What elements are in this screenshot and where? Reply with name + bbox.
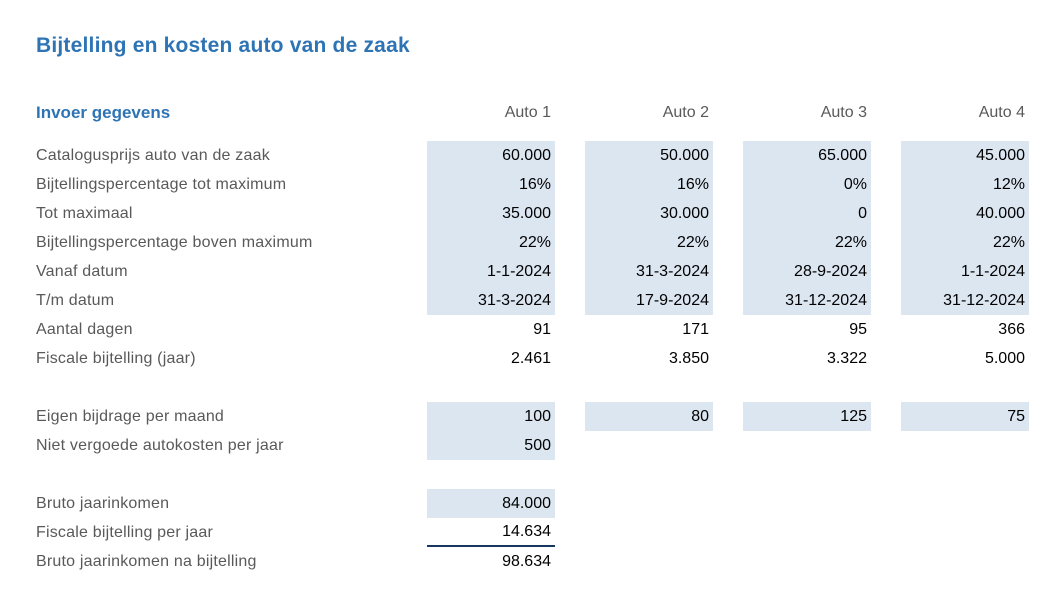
input-value-cell[interactable]: 22% xyxy=(901,228,1029,257)
computed-value-cell: 2.461 xyxy=(510,349,551,367)
input-value-cell[interactable]: 17-9-2024 xyxy=(585,286,713,315)
input-value-cell[interactable]: 125 xyxy=(743,402,871,431)
input-value-cell[interactable]: 30.000 xyxy=(585,199,713,228)
input-value-cell[interactable]: 0% xyxy=(743,170,871,199)
table-body: Catalogusprijs auto van de zaak 60.000 50.… xyxy=(36,141,1056,576)
input-value-cell[interactable]: 60.000 xyxy=(427,141,555,170)
page-title: Bijtelling en kosten auto van de zaak xyxy=(36,34,410,57)
empty-cell xyxy=(743,431,871,460)
input-value-cell[interactable]: 12% xyxy=(901,170,1029,199)
row-label: T/m datum xyxy=(36,291,115,309)
column-header-auto-1: Auto 1 xyxy=(504,103,551,121)
input-value-cell[interactable]: 28-9-2024 xyxy=(743,257,871,286)
input-value-cell[interactable]: 31-12-2024 xyxy=(743,286,871,315)
input-value-cell[interactable]: 31-12-2024 xyxy=(901,286,1029,315)
input-value-cell[interactable]: 31-3-2024 xyxy=(427,286,555,315)
table-header-row: Invoer gegevens Auto 1 Auto 2 Auto 3 Auto 4 xyxy=(36,98,1056,127)
table-row: T/m datum 31-3-2024 17-9-2024 31-12-2024 31-… xyxy=(36,286,1056,315)
input-value-cell[interactable]: 500 xyxy=(427,431,555,460)
input-value-cell[interactable]: 75 xyxy=(901,402,1029,431)
input-value-cell[interactable]: 22% xyxy=(427,228,555,257)
input-value-cell[interactable]: 100 xyxy=(427,402,555,431)
empty-cell xyxy=(901,431,1029,460)
input-value-cell[interactable]: 1-1-2024 xyxy=(427,257,555,286)
table-row: Eigen bijdrage per maand 100 80 125 75 xyxy=(36,402,1056,431)
spacer-row xyxy=(36,373,1056,402)
section-header-invoer-gegevens: Invoer gegevens xyxy=(36,102,171,122)
table-row: Niet vergoede autokosten per jaar 500 xyxy=(36,431,1056,460)
input-value-cell[interactable]: 50.000 xyxy=(585,141,713,170)
input-value-cell[interactable]: 65.000 xyxy=(743,141,871,170)
computed-value-cell: 3.322 xyxy=(826,349,867,367)
spacer-row xyxy=(36,460,1056,489)
row-label: Bruto jaarinkomen xyxy=(36,494,170,512)
table-row: Vanaf datum 1-1-2024 31-3-2024 28-9-2024 1-1… xyxy=(36,257,1056,286)
row-label: Fiscale bijtelling per jaar xyxy=(36,523,214,541)
input-value-cell[interactable]: 22% xyxy=(585,228,713,257)
empty-cell xyxy=(901,547,1029,576)
computed-value-cell: 95 xyxy=(849,320,867,338)
computed-value-cell: 3.850 xyxy=(668,349,709,367)
row-label: Fiscale bijtelling (jaar) xyxy=(36,349,196,367)
empty-cell xyxy=(585,489,713,518)
table-row: Bijtellingspercentage boven maximum 22% 22… xyxy=(36,228,1056,257)
row-label: Bijtellingspercentage boven maximum xyxy=(36,233,313,251)
computed-value-cell: 14.634 xyxy=(427,518,555,547)
input-value-cell[interactable]: 22% xyxy=(743,228,871,257)
empty-cell xyxy=(743,489,871,518)
computed-value-cell: 366 xyxy=(998,320,1025,338)
computed-value-cell: 171 xyxy=(682,320,709,338)
column-header-auto-4: Auto 4 xyxy=(978,103,1025,121)
table-row: Aantal dagen 91 171 95 366 xyxy=(36,315,1056,344)
row-label: Bijtellingspercentage tot maximum xyxy=(36,175,287,193)
input-value-cell[interactable]: 80 xyxy=(585,402,713,431)
empty-cell xyxy=(585,431,713,460)
row-label: Eigen bijdrage per maand xyxy=(36,407,225,425)
input-value-cell[interactable]: 84.000 xyxy=(427,489,555,518)
column-header-auto-2: Auto 2 xyxy=(662,103,709,121)
table-row: Bruto jaarinkomen 84.000 xyxy=(36,489,1056,518)
row-label: Aantal dagen xyxy=(36,320,133,338)
row-label: Bruto jaarinkomen na bijtelling xyxy=(36,552,257,570)
computed-value-cell: 98.634 xyxy=(502,552,551,570)
table-row: Fiscale bijtelling (jaar) 2.461 3.850 3.322… xyxy=(36,344,1056,373)
column-header-auto-3: Auto 3 xyxy=(820,103,867,121)
row-label: Tot maximaal xyxy=(36,204,133,222)
empty-cell xyxy=(901,518,1029,547)
empty-cell xyxy=(901,489,1029,518)
input-value-cell[interactable]: 40.000 xyxy=(901,199,1029,228)
computed-value-cell: 91 xyxy=(533,320,551,338)
table-row: Fiscale bijtelling per jaar 14.634 xyxy=(36,518,1056,547)
empty-cell xyxy=(743,518,871,547)
empty-cell xyxy=(585,518,713,547)
input-value-cell[interactable]: 16% xyxy=(585,170,713,199)
table-row: Tot maximaal 35.000 30.000 0 40.000 xyxy=(36,199,1056,228)
input-value-cell[interactable]: 1-1-2024 xyxy=(901,257,1029,286)
row-label: Niet vergoede autokosten per jaar xyxy=(36,436,284,454)
input-value-cell[interactable]: 35.000 xyxy=(427,199,555,228)
computed-value-cell: 5.000 xyxy=(984,349,1025,367)
empty-cell xyxy=(585,547,713,576)
table-row: Bijtellingspercentage tot maximum 16% 16% 0… xyxy=(36,170,1056,199)
input-value-cell[interactable]: 31-3-2024 xyxy=(585,257,713,286)
table-row: Bruto jaarinkomen na bijtelling 98.634 xyxy=(36,547,1056,576)
row-label: Catalogusprijs auto van de zaak xyxy=(36,146,270,164)
table-row: Catalogusprijs auto van de zaak 60.000 50.… xyxy=(36,141,1056,170)
row-label: Vanaf datum xyxy=(36,262,128,280)
input-value-cell[interactable]: 45.000 xyxy=(901,141,1029,170)
input-value-cell[interactable]: 16% xyxy=(427,170,555,199)
empty-cell xyxy=(743,547,871,576)
input-value-cell[interactable]: 0 xyxy=(743,199,871,228)
